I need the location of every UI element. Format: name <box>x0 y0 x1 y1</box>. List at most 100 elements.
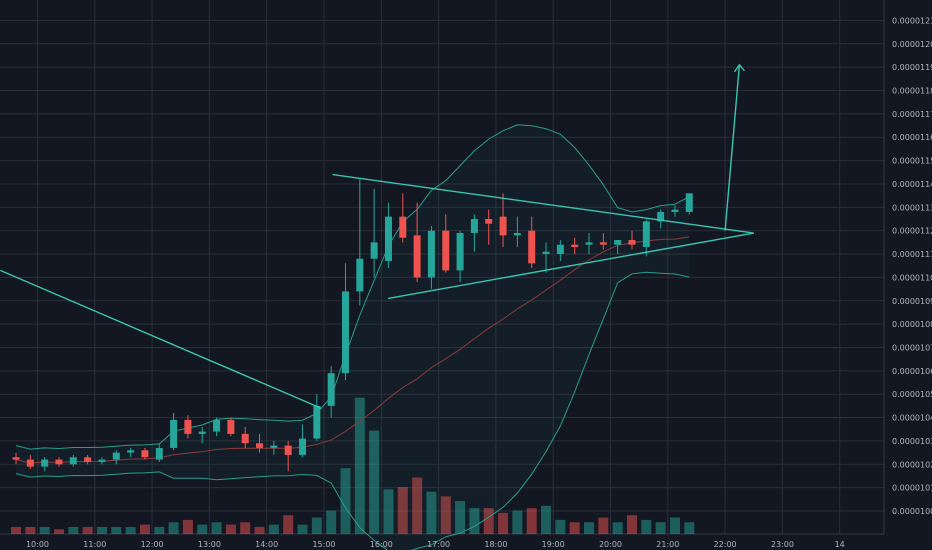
candle-body <box>642 221 650 248</box>
volume-bar <box>684 522 695 534</box>
descending-trendline <box>0 269 322 409</box>
candle-body <box>256 443 264 448</box>
candle-body <box>685 193 693 212</box>
volume-bar <box>440 496 451 534</box>
candle-body <box>241 433 249 444</box>
volume-bar <box>297 524 308 534</box>
candle-body <box>213 419 221 432</box>
volume-bar <box>397 487 408 534</box>
candle-body <box>198 431 206 434</box>
candle-body <box>427 230 435 278</box>
y-tick-label: 0.00001060 <box>892 367 932 376</box>
volume-bar <box>612 522 623 534</box>
candle-body <box>299 438 307 455</box>
candle-body <box>170 419 178 448</box>
candle-body <box>313 405 321 439</box>
band-fill <box>16 124 690 550</box>
candle-body <box>155 447 163 460</box>
y-tick-label: 0.00001030 <box>892 437 932 446</box>
candle-body <box>628 240 636 245</box>
upper-band <box>15 124 690 450</box>
x-tick-label: 17:00 <box>427 540 450 549</box>
candle-body <box>141 450 149 458</box>
candle-body <box>184 419 192 434</box>
candle-body <box>657 211 665 222</box>
x-tick-label: 13:00 <box>198 540 221 549</box>
candle-body <box>55 459 63 465</box>
volume-bar <box>53 529 64 534</box>
x-tick-label: 10:00 <box>26 540 49 549</box>
volume-bar <box>584 522 595 534</box>
y-tick-label: 0.00001160 <box>892 133 932 142</box>
volume-bar <box>68 526 79 534</box>
volume-bar <box>139 524 150 534</box>
candle-body <box>284 445 292 455</box>
volume-bar <box>225 524 236 534</box>
candle-body <box>413 235 421 278</box>
x-tick-label: 19:00 <box>542 540 565 549</box>
y-tick-label: 0.00001100 <box>892 273 932 282</box>
candle-body <box>84 457 92 462</box>
x-tick-label: 20:00 <box>599 540 622 549</box>
volume-bar <box>354 397 365 534</box>
y-tick-label: 0.00001090 <box>892 297 932 306</box>
candle-body <box>485 219 493 224</box>
candles <box>12 179 693 472</box>
candle-body <box>356 258 364 292</box>
y-tick-label: 0.00001200 <box>892 40 932 49</box>
x-tick-label: 23:00 <box>771 540 794 549</box>
price-axis[interactable]: 0.00001000 0.00001010 0.00001020 0.00001030… <box>892 16 932 516</box>
time-axis[interactable]: 10:00 11:00 12:00 13:00 14:00 15:00 16:00 17:00… <box>26 540 845 549</box>
volume-bar <box>326 510 337 534</box>
candle-body <box>12 457 20 460</box>
y-tick-label: 0.00001190 <box>892 63 932 72</box>
x-tick-label: 22:00 <box>714 540 737 549</box>
volume-bar <box>268 524 279 534</box>
candle-body <box>341 291 349 374</box>
y-tick-label: 0.00001070 <box>892 343 932 352</box>
y-tick-label: 0.00001010 <box>892 484 932 493</box>
volume-bar <box>641 519 652 534</box>
candle-body <box>542 251 550 255</box>
x-tick-label: 21:00 <box>656 540 679 549</box>
candle-body <box>327 373 335 406</box>
volume-bar <box>211 522 222 534</box>
lower-band <box>15 271 690 550</box>
volume-bar <box>483 508 494 534</box>
volume-bar <box>283 515 294 534</box>
x-tick-label: 12:00 <box>141 540 164 549</box>
volume-bar <box>598 517 609 534</box>
y-tick-label: 0.00001150 <box>892 157 932 166</box>
candle-body <box>127 450 135 453</box>
candle-body <box>456 233 464 271</box>
x-tick-label: 11:00 <box>83 540 106 549</box>
y-tick-label: 0.00001000 <box>892 507 932 516</box>
candle-body <box>384 216 392 262</box>
volume-bar <box>369 430 380 534</box>
candle-body <box>270 445 278 448</box>
projection-arrowhead <box>733 63 745 73</box>
grid <box>0 0 885 535</box>
volume-bar <box>412 477 423 534</box>
candle-body <box>442 230 450 271</box>
volume-bar <box>82 526 93 534</box>
volume-bar <box>311 517 322 534</box>
volume-bar <box>154 526 165 534</box>
candle-body <box>571 244 579 248</box>
y-tick-label: 0.00001180 <box>892 87 932 96</box>
volume-bar <box>240 522 251 534</box>
y-tick-label: 0.00001110 <box>892 250 932 259</box>
basis-line <box>15 236 690 464</box>
volume-bar <box>125 526 136 534</box>
y-tick-label: 0.00001170 <box>892 110 932 119</box>
y-tick-label: 0.00001080 <box>892 320 932 329</box>
y-tick-label: 0.00001120 <box>892 227 932 236</box>
candle-body <box>370 242 378 259</box>
trend-drawings <box>0 63 754 409</box>
candle-body <box>599 242 607 245</box>
x-tick-label: 14:00 <box>255 540 278 549</box>
volume-bar <box>469 508 480 534</box>
